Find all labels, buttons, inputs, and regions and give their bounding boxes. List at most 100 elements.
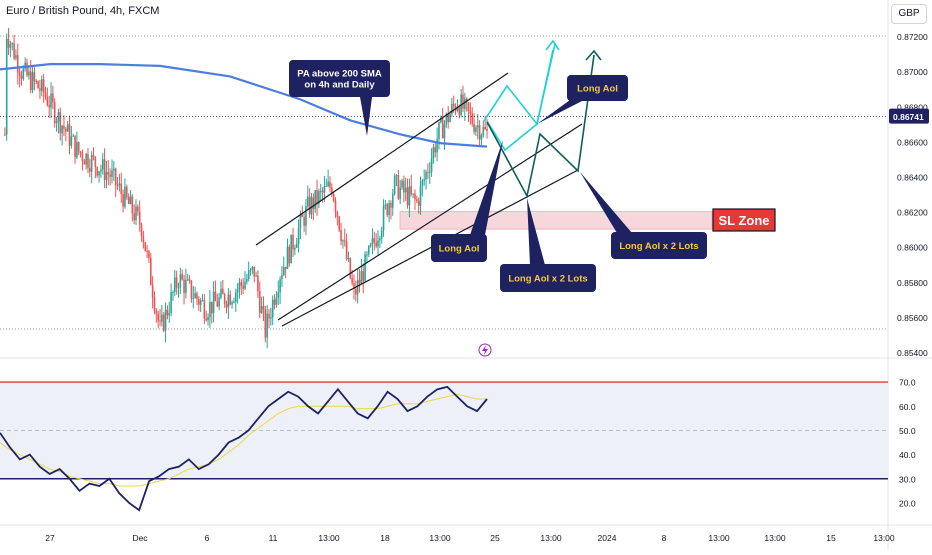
candles bbox=[4, 28, 488, 349]
candle-body bbox=[20, 75, 23, 79]
candle-body bbox=[414, 193, 416, 200]
projection-path-cyan bbox=[486, 43, 556, 152]
candle-body bbox=[133, 213, 135, 221]
candle-body bbox=[443, 123, 446, 139]
candle-body bbox=[107, 172, 110, 175]
candle-body bbox=[65, 128, 67, 132]
callout-pa-above-sma-tail bbox=[360, 97, 372, 136]
callout-pa-above-sma-text: PA above 200 SMA bbox=[297, 69, 382, 80]
candle-body bbox=[18, 72, 21, 76]
candle-body bbox=[177, 287, 180, 289]
candle-body bbox=[87, 153, 89, 168]
candle-body bbox=[159, 320, 161, 322]
candle-body bbox=[59, 112, 62, 134]
candle-body bbox=[37, 81, 39, 89]
candle-body bbox=[77, 142, 80, 152]
candle-body bbox=[255, 275, 257, 277]
candle-body bbox=[135, 206, 137, 221]
price-tick-label: 0.86200 bbox=[897, 208, 928, 218]
price-tick-label: 0.87200 bbox=[897, 32, 928, 42]
candle-body bbox=[185, 279, 187, 294]
candle-body bbox=[325, 185, 328, 187]
candle-body bbox=[314, 189, 316, 209]
callout-long-aoi-top-tail bbox=[537, 100, 584, 124]
sl-zone-label-box bbox=[712, 208, 776, 232]
candle-body bbox=[113, 168, 115, 171]
candle-body bbox=[331, 187, 333, 194]
candle-body bbox=[120, 183, 123, 195]
candle-body bbox=[92, 155, 95, 158]
candle-body bbox=[162, 314, 165, 331]
candle-body bbox=[410, 186, 413, 195]
candle-body bbox=[258, 291, 261, 313]
candle-body bbox=[79, 151, 82, 154]
candle-body bbox=[356, 279, 359, 295]
candle-body bbox=[379, 238, 381, 241]
candle-body bbox=[380, 230, 383, 239]
price-tick-label: 0.85400 bbox=[897, 348, 928, 358]
candle-body bbox=[355, 288, 357, 295]
candle-body bbox=[244, 281, 246, 289]
candle-body bbox=[29, 71, 32, 91]
candle-body bbox=[4, 134, 6, 136]
candle-body bbox=[101, 159, 104, 170]
price-tick-label: 0.86800 bbox=[897, 102, 928, 112]
candle-body bbox=[403, 180, 405, 193]
candle-body bbox=[257, 275, 259, 292]
candle-body bbox=[214, 291, 217, 302]
candle-body bbox=[316, 189, 318, 204]
time-tick-label: 15 bbox=[826, 533, 836, 543]
candle-body bbox=[367, 246, 370, 255]
candle-body bbox=[157, 313, 159, 321]
callout-pa-above-sma-text: on 4h and Daily bbox=[304, 80, 375, 91]
last-price-tag bbox=[889, 108, 929, 124]
time-tick-label: 13:00 bbox=[873, 533, 895, 543]
candle-body bbox=[216, 301, 219, 307]
candle-body bbox=[480, 135, 483, 140]
candle-body bbox=[332, 193, 335, 201]
candle-body bbox=[50, 93, 52, 108]
candle-body bbox=[105, 172, 108, 180]
time-tick-label: 18 bbox=[380, 533, 390, 543]
candle-body bbox=[124, 186, 126, 207]
candle-body bbox=[399, 187, 401, 199]
candle-body bbox=[270, 317, 272, 319]
candle-body bbox=[323, 186, 326, 193]
rsi-tick-label: 20.0 bbox=[899, 498, 916, 508]
callout-long-aoi-2lots-right-tail bbox=[580, 172, 632, 233]
candle-body bbox=[340, 230, 342, 242]
candle-body bbox=[423, 179, 425, 181]
candle-body bbox=[53, 102, 56, 124]
candle-body bbox=[148, 251, 150, 258]
projection-path-darkteal bbox=[486, 54, 595, 199]
candle-body bbox=[186, 279, 189, 281]
callout-long-aoi-top-box bbox=[567, 75, 628, 101]
channel-lower bbox=[281, 169, 579, 327]
candle-body bbox=[329, 181, 331, 188]
candle-body bbox=[347, 258, 350, 260]
candle-body bbox=[386, 204, 389, 215]
candle-body bbox=[68, 124, 71, 146]
rsi-tick-label: 30.0 bbox=[899, 474, 916, 484]
candle-body bbox=[478, 125, 481, 140]
price-tick-label: 0.87000 bbox=[897, 67, 928, 77]
candle-body bbox=[153, 297, 156, 311]
candle-body bbox=[318, 191, 320, 204]
candle-body bbox=[5, 38, 8, 135]
candle-body bbox=[251, 266, 254, 270]
candle-body bbox=[199, 300, 202, 305]
candle-body bbox=[305, 206, 307, 226]
candle-body bbox=[103, 159, 106, 180]
candle-body bbox=[116, 185, 119, 187]
candle-body bbox=[249, 269, 252, 271]
candle-body bbox=[151, 285, 154, 298]
candle-body bbox=[412, 193, 414, 195]
candle-body bbox=[425, 171, 427, 180]
currency-button[interactable]: GBP bbox=[891, 4, 927, 24]
rsi-line bbox=[0, 385, 488, 512]
candle-body bbox=[236, 289, 239, 293]
candle-body bbox=[52, 93, 54, 103]
rsi-tick-label: 70.0 bbox=[899, 378, 916, 388]
